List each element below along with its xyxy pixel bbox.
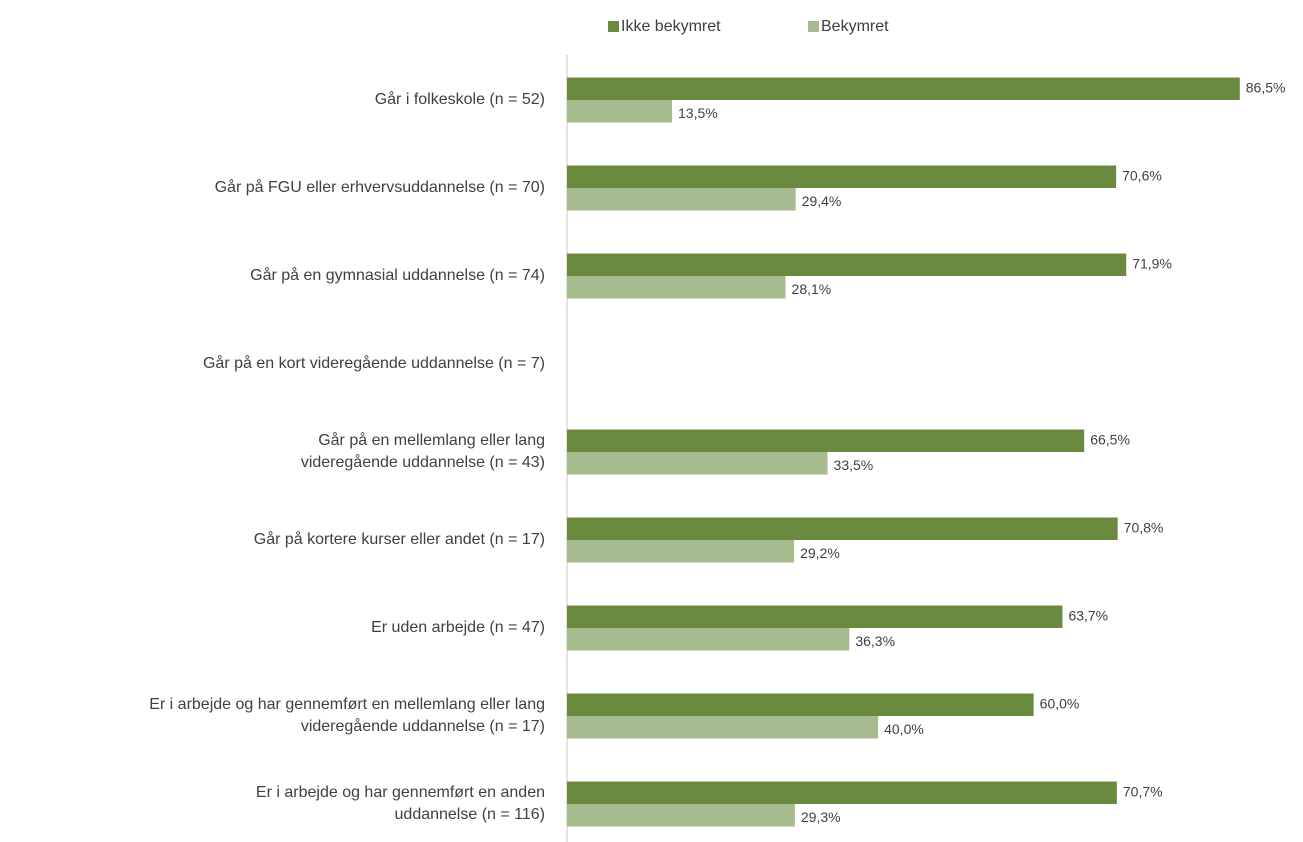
value-label: 60,0%	[1040, 695, 1080, 711]
bar	[567, 452, 828, 475]
value-label: 28,1%	[792, 281, 832, 297]
legend-label: Ikke bekymret	[621, 18, 721, 35]
value-label: 40,0%	[884, 721, 924, 737]
category-label: Er i arbejde og har gennemført en mellem…	[149, 696, 545, 713]
bar	[567, 77, 1240, 100]
value-label: 29,2%	[800, 545, 840, 561]
value-label: 70,6%	[1122, 167, 1162, 183]
bar	[567, 517, 1118, 540]
legend-swatch	[808, 21, 819, 32]
category-label: Er uden arbejde (n = 47)	[371, 619, 545, 636]
value-label: 29,3%	[801, 809, 841, 825]
bar	[567, 693, 1034, 716]
bar	[567, 165, 1117, 188]
category-label: uddannelse (n = 116)	[395, 806, 545, 823]
value-label: 33,5%	[834, 457, 874, 473]
bar	[567, 540, 795, 563]
bar	[567, 429, 1085, 452]
category-label: Er i arbejde og har gennemført en anden	[256, 784, 545, 801]
category-label: Går på en gymnasial uddannelse (n = 74)	[250, 266, 545, 284]
category-label: Går i folkeskole (n = 52)	[375, 90, 545, 108]
value-label: 70,7%	[1123, 783, 1163, 799]
legend-label: Bekymret	[821, 18, 889, 35]
bar	[567, 276, 786, 299]
category-label: Går på kortere kurser eller andet (n = 1…	[254, 530, 545, 548]
value-label: 66,5%	[1090, 431, 1130, 447]
bar	[567, 781, 1117, 804]
bar	[567, 804, 795, 827]
legend-swatch	[608, 21, 619, 32]
value-label: 71,9%	[1132, 255, 1172, 271]
category-label: Går på FGU eller erhvervsuddannelse (n =…	[215, 178, 545, 196]
category-label: videregående uddannelse (n = 17)	[301, 717, 545, 735]
value-label: 63,7%	[1068, 607, 1108, 623]
bar	[567, 188, 796, 211]
bar	[567, 628, 850, 651]
bar	[567, 253, 1127, 276]
value-label: 86,5%	[1246, 79, 1286, 95]
value-label: 36,3%	[855, 633, 895, 649]
bar	[567, 605, 1063, 628]
bar	[567, 100, 672, 123]
category-label: videregående uddannelse (n = 43)	[301, 453, 545, 471]
category-label: Går på en mellemlang eller lang	[318, 431, 545, 449]
value-label: 29,4%	[802, 193, 842, 209]
bar	[567, 716, 879, 739]
value-label: 70,8%	[1124, 519, 1164, 535]
category-label: Går på en kort videregående uddannelse (…	[203, 354, 545, 372]
value-label: 13,5%	[678, 105, 718, 121]
